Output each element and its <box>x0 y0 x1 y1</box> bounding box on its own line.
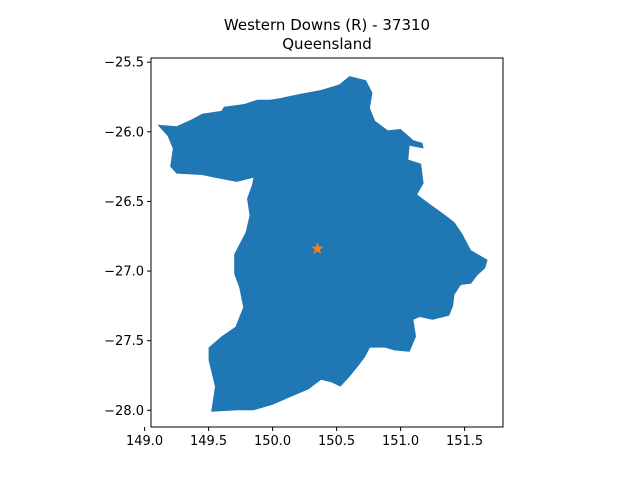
y-tick-label: −28.0 <box>104 404 144 419</box>
marker-layer <box>311 242 324 255</box>
y-tick-label: −27.0 <box>104 265 144 280</box>
y-axis: −25.5 −26.0 −26.5 −27.0 −27.5 −28.0 <box>104 56 151 419</box>
x-axis: 149.0 149.5 150.0 150.5 151.0 151.5 <box>126 427 483 449</box>
y-tick-label: −26.0 <box>104 125 144 140</box>
y-tick-label: −26.5 <box>104 195 144 210</box>
x-tick-label: 151.5 <box>446 434 483 449</box>
x-tick-label: 150.0 <box>254 434 291 449</box>
y-tick-label: −27.5 <box>104 334 144 349</box>
y-tick-label: −25.5 <box>104 56 144 71</box>
axes-frame <box>150 57 504 428</box>
x-tick-label: 150.5 <box>318 434 355 449</box>
centroid-star-marker <box>311 242 324 255</box>
x-tick-label: 149.0 <box>126 434 163 449</box>
x-tick-label: 151.0 <box>382 434 419 449</box>
x-tick-label: 149.5 <box>190 434 227 449</box>
region-polygon <box>157 76 488 412</box>
map-subtitle: Queensland <box>282 35 372 53</box>
region-layer <box>157 76 488 412</box>
map-title: Western Downs (R) - 37310 <box>223 16 431 34</box>
